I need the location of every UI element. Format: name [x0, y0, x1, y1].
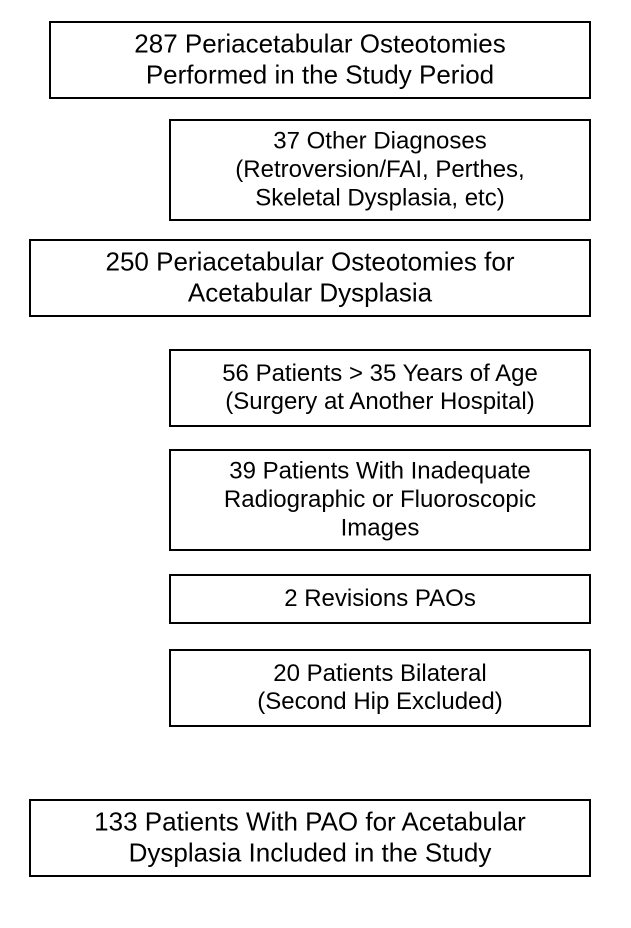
flow-box-b_side4: 2 Revisions PAOs — [170, 575, 590, 623]
flow-box-b_side2: 56 Patients > 35 Years of Age(Surgery at… — [170, 350, 590, 426]
svg-text:2 Revisions PAOs: 2 Revisions PAOs — [284, 585, 476, 612]
flow-box-b_side3: 39 Patients With InadequateRadiographic … — [170, 450, 590, 550]
svg-text:56 Patients > 35 Years of Age(: 56 Patients > 35 Years of Age(Surgery at… — [222, 360, 538, 415]
svg-text:287 Periacetabular Osteotomies: 287 Periacetabular OsteotomiesPerformed … — [134, 29, 505, 90]
svg-text:133 Patients With PAO for Acet: 133 Patients With PAO for AcetabularDysp… — [94, 807, 526, 868]
flow-box-b3: 133 Patients With PAO for AcetabularDysp… — [30, 800, 590, 876]
flow-box-b1: 287 Periacetabular OsteotomiesPerformed … — [50, 22, 590, 98]
svg-text:37 Other Diagnoses(Retroversio: 37 Other Diagnoses(Retroversion/FAI, Per… — [235, 128, 524, 212]
flow-box-b_side5: 20 Patients Bilateral(Second Hip Exclude… — [170, 650, 590, 726]
flow-box-b_side1: 37 Other Diagnoses(Retroversion/FAI, Per… — [170, 120, 590, 220]
flow-box-b2: 250 Periacetabular Osteotomies forAcetab… — [30, 240, 590, 316]
svg-text:20 Patients Bilateral(Second H: 20 Patients Bilateral(Second Hip Exclude… — [257, 660, 502, 715]
